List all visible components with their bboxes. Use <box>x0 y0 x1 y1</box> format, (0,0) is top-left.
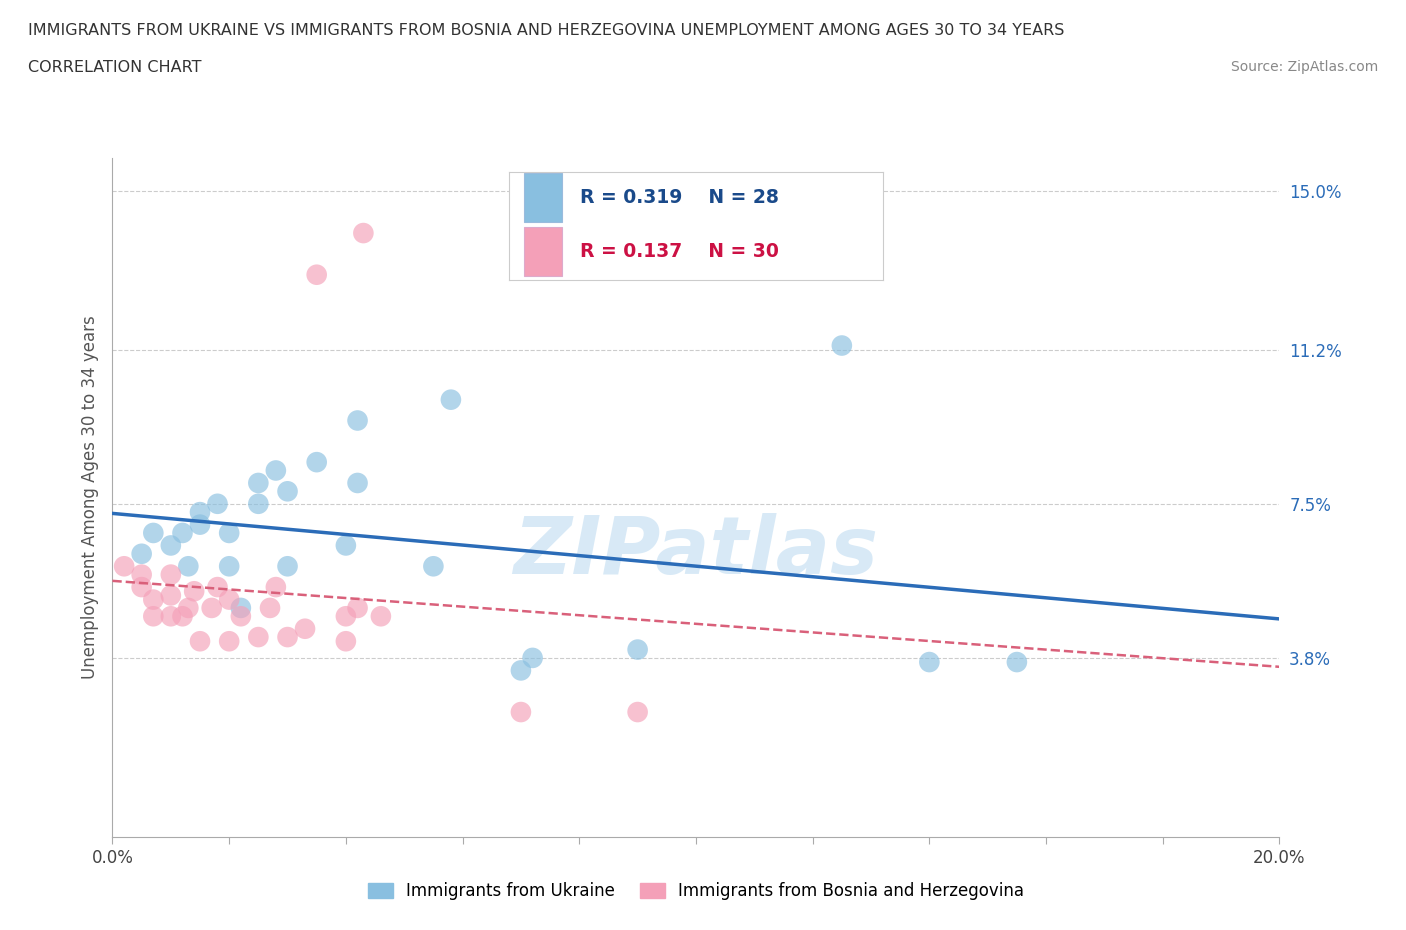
Point <box>131 567 153 582</box>
Point <box>172 525 194 540</box>
Point <box>160 609 183 624</box>
Text: Source: ZipAtlas.com: Source: ZipAtlas.com <box>1230 60 1378 74</box>
Text: CORRELATION CHART: CORRELATION CHART <box>28 60 201 75</box>
Point <box>276 559 298 574</box>
Point <box>229 609 252 624</box>
Point <box>440 392 463 407</box>
Point <box>218 525 240 540</box>
Point <box>1005 655 1028 670</box>
Point <box>160 567 183 582</box>
Point <box>201 601 224 616</box>
Point <box>626 642 648 657</box>
Point <box>346 475 368 490</box>
Point <box>218 592 240 607</box>
Point <box>229 601 252 616</box>
Point <box>305 455 328 470</box>
Point <box>626 705 648 720</box>
Point <box>160 588 183 603</box>
Point <box>172 609 194 624</box>
Point <box>831 339 853 353</box>
Point <box>188 517 211 532</box>
Point <box>207 579 229 594</box>
Point <box>305 267 328 282</box>
Text: ZIPatlas: ZIPatlas <box>513 512 879 591</box>
Point <box>509 663 531 678</box>
Point <box>276 484 298 498</box>
Text: IMMIGRANTS FROM UKRAINE VS IMMIGRANTS FROM BOSNIA AND HERZEGOVINA UNEMPLOYMENT A: IMMIGRANTS FROM UKRAINE VS IMMIGRANTS FR… <box>28 23 1064 38</box>
Point <box>509 705 531 720</box>
Point <box>335 609 357 624</box>
Legend: Immigrants from Ukraine, Immigrants from Bosnia and Herzegovina: Immigrants from Ukraine, Immigrants from… <box>361 875 1031 907</box>
Point <box>188 634 211 649</box>
Point <box>247 630 270 644</box>
Point <box>259 601 281 616</box>
Point <box>346 601 368 616</box>
Y-axis label: Unemployment Among Ages 30 to 34 years: Unemployment Among Ages 30 to 34 years <box>80 315 98 680</box>
Point <box>177 559 200 574</box>
Point <box>918 655 941 670</box>
Point <box>264 579 287 594</box>
Point <box>142 592 165 607</box>
Point <box>370 609 392 624</box>
Point <box>247 475 270 490</box>
Point <box>264 463 287 478</box>
Point <box>131 579 153 594</box>
Point <box>352 226 374 241</box>
Point <box>218 559 240 574</box>
Point <box>142 609 165 624</box>
Point <box>188 505 211 520</box>
Point <box>177 601 200 616</box>
Point <box>422 559 444 574</box>
Point <box>335 538 357 553</box>
Point <box>112 559 135 574</box>
Point <box>346 413 368 428</box>
Point <box>335 634 357 649</box>
Point <box>183 584 205 599</box>
Point <box>294 621 316 636</box>
Point <box>207 497 229 512</box>
Point <box>522 650 544 665</box>
Point <box>160 538 183 553</box>
Point <box>131 546 153 561</box>
Point <box>218 634 240 649</box>
Point <box>142 525 165 540</box>
Point <box>276 630 298 644</box>
Point <box>247 497 270 512</box>
